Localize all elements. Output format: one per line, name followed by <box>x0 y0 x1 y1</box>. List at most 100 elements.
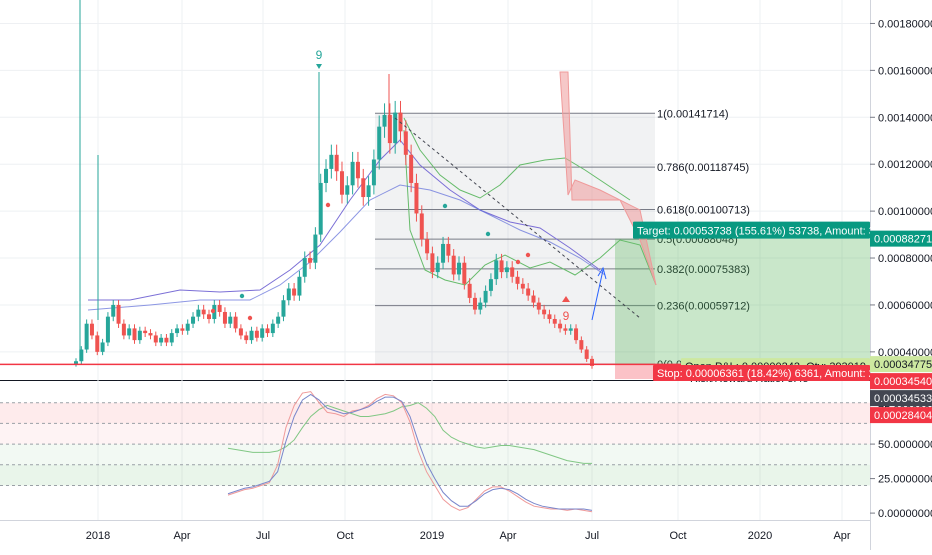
candle-body <box>132 328 137 341</box>
price-axis-tick-label: 0.00140000 <box>878 112 932 124</box>
cloud-bearish-fill <box>559 71 657 286</box>
time-axis-tick-label: 2018 <box>86 530 110 542</box>
cloud-span-a <box>403 117 631 201</box>
candle-body <box>180 328 185 331</box>
candle-body <box>393 112 398 144</box>
position-target-label-box <box>633 221 870 239</box>
candle-body <box>233 316 238 329</box>
candle-body <box>504 267 509 273</box>
candle-body <box>201 309 206 315</box>
candle-body <box>403 131 408 155</box>
candle-body <box>488 279 493 291</box>
price-axis-marker-box <box>870 390 932 407</box>
candle-body <box>563 328 568 331</box>
candle-body <box>382 114 387 127</box>
price-axis-marker-label: 0.00034775 <box>874 359 932 371</box>
price-axis-marker-box <box>870 230 932 247</box>
signal-dot <box>525 252 531 258</box>
candle-body <box>254 330 259 338</box>
candle-body <box>121 323 126 336</box>
oscillator-axis-tick-label: 50.00000000 <box>878 439 932 451</box>
sequential-marker <box>316 64 322 69</box>
oscillator-axis-tick-label: 25.00000000 <box>878 474 932 486</box>
candle-body <box>483 290 488 303</box>
candle-body <box>457 262 462 275</box>
candle-body <box>286 288 291 301</box>
overbought-band <box>0 402 870 424</box>
fib-level-label: 1(0.00141714) <box>657 108 729 120</box>
profit-zone <box>615 238 870 365</box>
candle-body <box>446 243 451 256</box>
candle-body <box>137 330 142 341</box>
candle-body <box>441 243 446 263</box>
candle-body <box>568 328 573 331</box>
signal-dot <box>442 203 448 209</box>
candle-body <box>414 182 419 214</box>
price-axis-marker-box <box>870 356 932 373</box>
candle-body <box>510 267 515 277</box>
position-stop-label-box <box>653 365 870 382</box>
candle-body <box>196 309 201 317</box>
fib-level-label: 0.618(0.00100713) <box>657 204 750 216</box>
candle-body <box>355 161 360 179</box>
time-axis-tick-label: 2020 <box>748 530 772 542</box>
price-axis-marker-box <box>870 407 932 424</box>
moving-average-fast <box>88 139 601 301</box>
oscillator-series-line <box>227 402 592 464</box>
candle-body <box>430 253 435 273</box>
time-axis-tick-label: Apr <box>499 530 516 542</box>
candle-body <box>451 255 456 275</box>
price-axis-marker-label: 0.00088271 <box>874 234 932 246</box>
candle-body <box>238 328 243 336</box>
candle-body <box>462 262 467 284</box>
direction-arrow <box>591 269 604 321</box>
candle-body <box>329 154 334 169</box>
candle-body <box>105 316 110 343</box>
upper-mid-band <box>0 423 870 445</box>
price-axis-tick-label: 0.00060000 <box>878 300 932 312</box>
candle-body <box>100 342 105 352</box>
candle-body <box>159 337 164 343</box>
price-axis-tick-label: 0.00100000 <box>878 206 932 218</box>
candle-body <box>339 171 344 195</box>
candle-body <box>409 154 414 183</box>
oversold-band <box>0 464 870 486</box>
candle-body <box>345 185 350 195</box>
candle-body <box>313 234 318 263</box>
signal-dot <box>325 202 331 208</box>
time-axis-tick-label: Jul <box>585 530 599 542</box>
candle-body <box>361 178 366 198</box>
signal-dot <box>210 308 216 314</box>
candle-body <box>244 335 249 341</box>
price-axis-marker-label: 0.00034533 <box>874 393 932 405</box>
price-axis-tick-label: 0.00080000 <box>878 253 932 265</box>
candle-body <box>590 358 594 366</box>
oscillator-series-line <box>227 391 593 513</box>
lower-mid-band <box>0 444 870 465</box>
candle-body <box>371 159 376 186</box>
candle-body <box>95 335 100 352</box>
candle-body <box>520 283 525 289</box>
candle-body <box>297 276 302 296</box>
candle-body <box>558 323 563 329</box>
candle-body <box>89 323 94 336</box>
candle-body <box>547 314 552 320</box>
candle-body <box>217 304 222 312</box>
candle-body <box>308 258 313 263</box>
time-axis-tick-label: Apr <box>833 530 850 542</box>
time-axis-tick-label: Oct <box>669 530 686 542</box>
candle-body <box>324 168 329 183</box>
candle-body <box>531 295 536 303</box>
candle-body <box>270 323 275 334</box>
candle-body <box>228 316 233 324</box>
direction-arrow-head <box>597 266 607 280</box>
candle-body <box>116 304 121 324</box>
candle-body <box>526 288 531 296</box>
sequential-marker <box>562 296 570 302</box>
position-stop-label: Stop: 0.00006361 (18.42%) 6361, Amount: … <box>657 368 875 380</box>
sequential-count-label: 9 <box>563 309 570 323</box>
candle-body <box>579 340 584 350</box>
price-axis-tick-label: 0.00180000 <box>878 18 932 30</box>
